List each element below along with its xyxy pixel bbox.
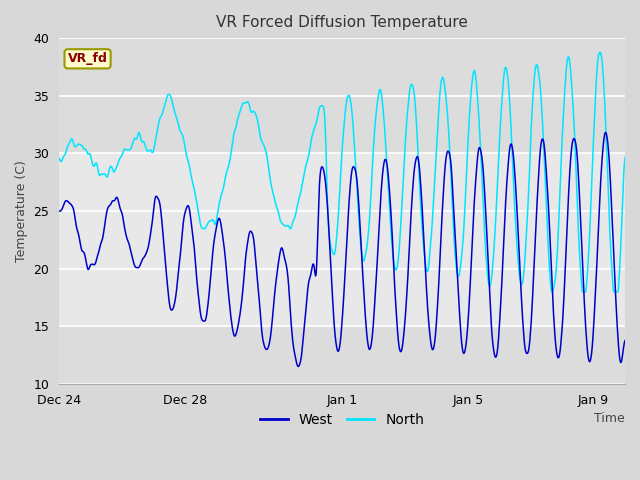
West — [188, 228, 196, 234]
X-axis label: Time: Time — [595, 412, 625, 425]
Legend: West, North: West, North — [254, 408, 430, 432]
North — [621, 155, 629, 160]
Line: North: North — [59, 52, 625, 292]
North — [548, 289, 556, 295]
North — [512, 230, 520, 236]
North — [55, 156, 63, 161]
West — [261, 345, 269, 351]
West — [621, 338, 629, 344]
West — [291, 353, 299, 359]
North — [188, 178, 196, 184]
North — [376, 87, 383, 93]
North — [291, 213, 299, 219]
West — [294, 363, 302, 369]
North — [596, 49, 604, 55]
Text: VR_fd: VR_fd — [68, 52, 108, 65]
North — [261, 146, 269, 152]
Line: West: West — [59, 132, 625, 366]
West — [513, 204, 521, 209]
West — [55, 208, 63, 214]
North — [76, 141, 83, 147]
West — [76, 236, 83, 242]
West — [376, 200, 384, 205]
Y-axis label: Temperature (C): Temperature (C) — [15, 160, 28, 262]
Bar — [59, 154, 625, 326]
West — [602, 130, 609, 135]
Title: VR Forced Diffusion Temperature: VR Forced Diffusion Temperature — [216, 15, 468, 30]
